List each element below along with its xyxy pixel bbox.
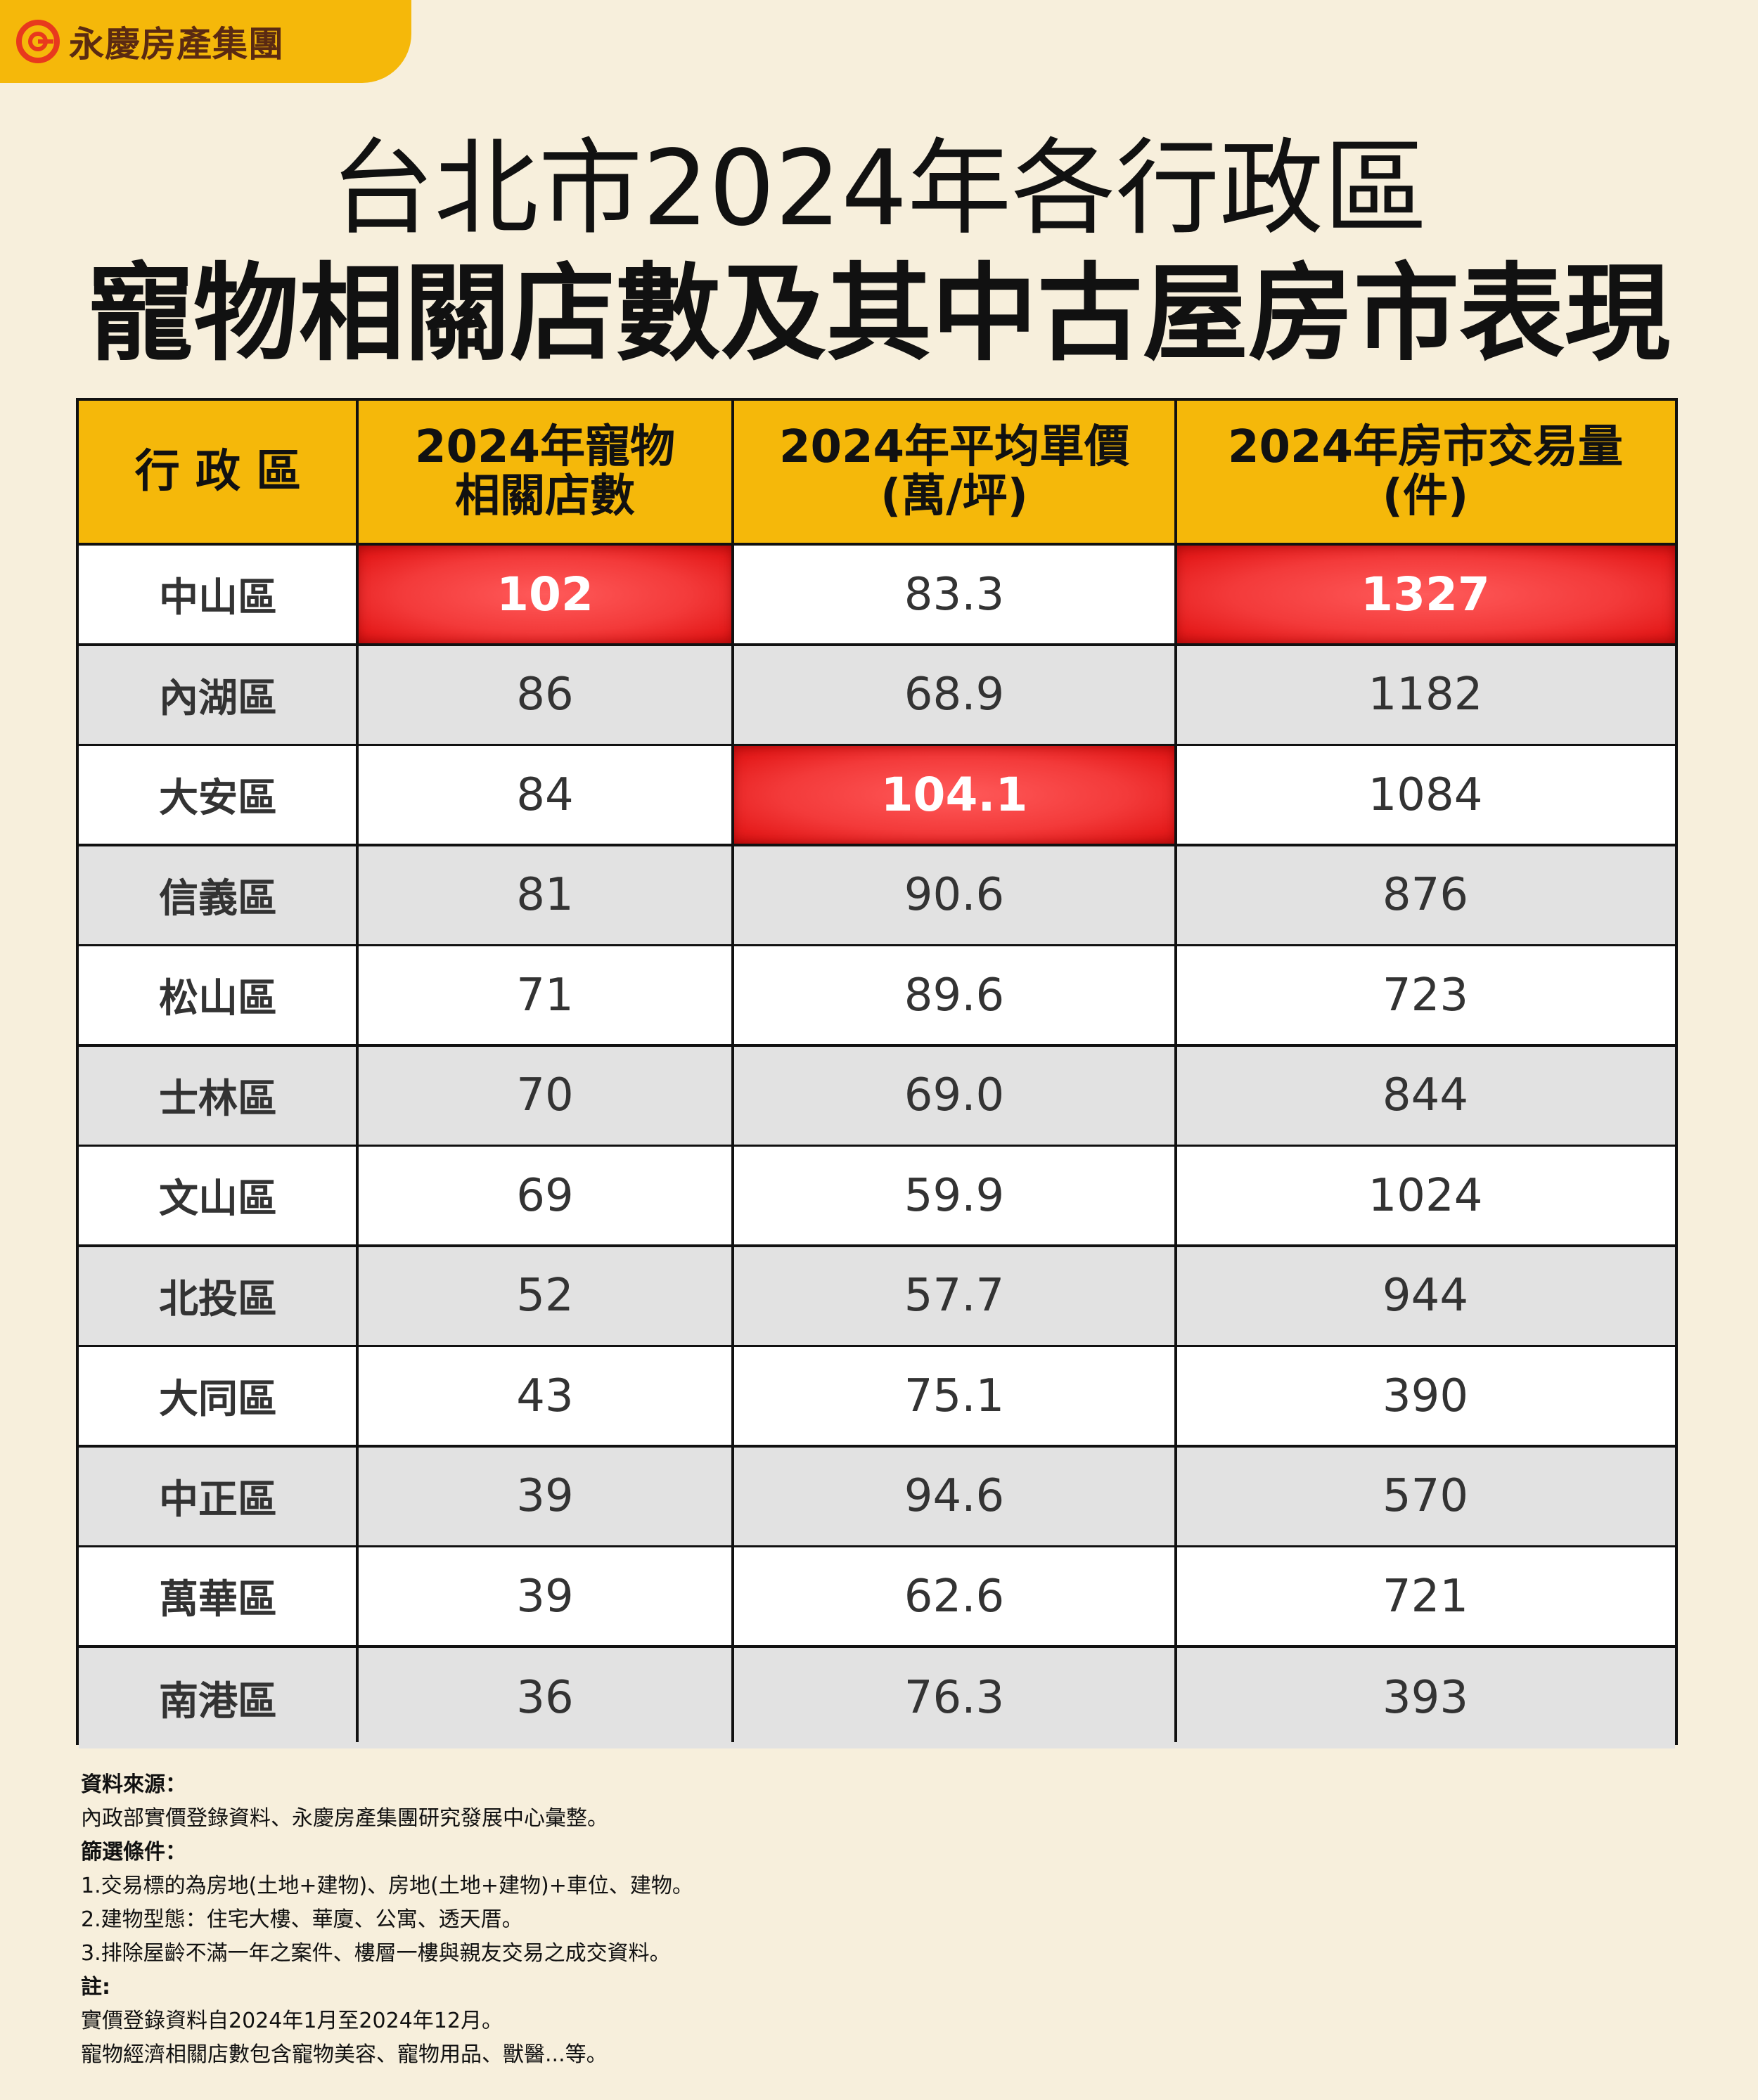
filter-label: 篩選條件： — [81, 1840, 186, 1864]
page-title-line2: 寵物相關店數及其中古屋房市表現 — [87, 253, 1670, 375]
notes: 資料來源： 內政部實價登錄資料、永慶房產集團研究發展中心彙整。 篩選條件： 1.… — [81, 1768, 1663, 2072]
yungching-circle-logo-icon — [16, 20, 60, 63]
cell-pet-stores: 102 — [357, 546, 733, 643]
cell-avg-price: 59.9 — [904, 1169, 1005, 1222]
cell-pet-stores: 86 — [516, 669, 574, 721]
cell-district: 萬華區 — [159, 1577, 277, 1623]
cell-pet-stores: 70 — [516, 1069, 574, 1121]
cell-transactions: 876 — [1382, 869, 1469, 921]
cell-pet-stores: 81 — [516, 869, 574, 921]
cell-pet-stores: 71 — [516, 969, 574, 1022]
table-row: 松山區 71 89.6 723 — [79, 946, 1675, 1047]
cell-district: 松山區 — [159, 976, 277, 1022]
filter-item: 3.排除屋齡不滿一年之案件、樓層一樓與親友交易之成交資料。 — [81, 1941, 671, 1966]
cell-district: 大安區 — [159, 775, 277, 821]
cell-transactions: 721 — [1382, 1570, 1469, 1623]
cell-transactions: 723 — [1382, 969, 1469, 1022]
cell-district: 北投區 — [159, 1276, 277, 1322]
table-row: 萬華區 39 62.6 721 — [79, 1547, 1675, 1648]
cell-district: 南港區 — [159, 1678, 277, 1725]
cell-transactions: 1024 — [1368, 1169, 1483, 1222]
column-divider — [1174, 401, 1177, 1742]
cell-avg-price: 75.1 — [904, 1370, 1005, 1422]
note-item: 實價登錄資料自2024年1月至2024年12月。 — [81, 2009, 503, 2033]
filter-item: 1.交易標的為房地(土地+建物)、房地(土地+建物)+車位、建物。 — [81, 1874, 693, 1898]
source-label: 資料來源： — [81, 1772, 186, 1797]
cell-pet-stores: 52 — [516, 1270, 574, 1322]
cell-transactions: 944 — [1382, 1270, 1469, 1322]
cell-avg-price: 69.0 — [904, 1069, 1005, 1121]
cell-district: 文山區 — [159, 1176, 277, 1222]
page-title-line1: 台北市2024年各行政區 — [330, 128, 1428, 249]
cell-avg-price: 62.6 — [904, 1570, 1005, 1623]
cell-district: 大同區 — [159, 1377, 277, 1422]
cell-avg-price: 94.6 — [904, 1470, 1005, 1522]
cell-transactions: 393 — [1382, 1672, 1469, 1724]
cell-district: 中正區 — [159, 1476, 277, 1523]
cell-pet-stores: 69 — [516, 1169, 574, 1222]
column-divider — [731, 401, 734, 1742]
cell-transactions: 570 — [1382, 1470, 1469, 1522]
cell-district: 內湖區 — [159, 675, 277, 721]
data-table: 行 政 區 2024年寵物 相關店數 2024年平均單價 (萬/坪) 2024年… — [76, 398, 1678, 1748]
cell-avg-price: 104.1 — [733, 746, 1176, 844]
cell-avg-price: 57.7 — [904, 1270, 1005, 1322]
header-pet-stores: 2024年寵物 相關店數 — [414, 421, 676, 522]
cell-district: 中山區 — [159, 575, 277, 621]
cell-transactions: 1182 — [1368, 669, 1483, 721]
header-district: 行 政 區 — [134, 446, 302, 498]
column-divider — [356, 401, 359, 1742]
cell-district: 信義區 — [159, 875, 277, 922]
table-row: 士林區 70 69.0 844 — [79, 1046, 1675, 1147]
cell-transactions: 1084 — [1368, 768, 1483, 821]
cell-avg-price: 76.3 — [904, 1672, 1005, 1724]
cell-pet-stores: 39 — [516, 1570, 574, 1623]
header-avg-price: 2024年平均單價 (萬/坪) — [778, 421, 1130, 522]
cell-transactions: 390 — [1382, 1370, 1469, 1422]
table-header: 行 政 區 2024年寵物 相關店數 2024年平均單價 (萬/坪) 2024年… — [79, 401, 1675, 546]
header-transactions: 2024年房市交易量 (件) — [1227, 421, 1624, 522]
table-row: 中正區 39 94.6 570 — [79, 1447, 1675, 1548]
table-row: 大同區 43 75.1 390 — [79, 1347, 1675, 1448]
cell-pet-stores: 84 — [516, 768, 574, 821]
note-label: 註: — [81, 1975, 110, 1999]
table-row: 北投區 52 57.7 944 — [79, 1247, 1675, 1348]
table-row: 信義區 81 90.6 876 — [79, 846, 1675, 947]
cell-pet-stores: 43 — [516, 1370, 574, 1422]
cell-pet-stores: 39 — [516, 1470, 574, 1522]
table-row: 中山區 102 83.3 1327 — [79, 546, 1675, 646]
table-row: 文山區 69 59.9 1024 — [79, 1147, 1675, 1247]
source-text: 內政部實價登錄資料、永慶房產集團研究發展中心彙整。 — [81, 1806, 608, 1831]
cell-transactions: 1327 — [1176, 546, 1675, 643]
cell-avg-price: 89.6 — [904, 969, 1005, 1022]
cell-transactions: 844 — [1382, 1069, 1469, 1121]
table-row: 內湖區 86 68.9 1182 — [79, 645, 1675, 747]
cell-avg-price: 83.3 — [904, 568, 1005, 621]
cell-avg-price: 68.9 — [904, 669, 1005, 721]
brand-name: 永慶房產集團 — [69, 24, 284, 65]
filter-item: 2.建物型態：住宅大樓、華廈、公寓、透天厝。 — [81, 1907, 523, 1932]
cell-pet-stores: 36 — [516, 1672, 574, 1724]
table-row: 南港區 36 76.3 393 — [79, 1647, 1675, 1748]
table-row: 大安區 84 104.1 1084 — [79, 746, 1675, 846]
note-item: 寵物經濟相關店數包含寵物美容、寵物用品、獸醫...等。 — [81, 2042, 608, 2067]
cell-avg-price: 90.6 — [904, 869, 1005, 921]
cell-district: 士林區 — [159, 1076, 277, 1122]
brand-tab: 永慶房產集團 — [0, 0, 411, 83]
